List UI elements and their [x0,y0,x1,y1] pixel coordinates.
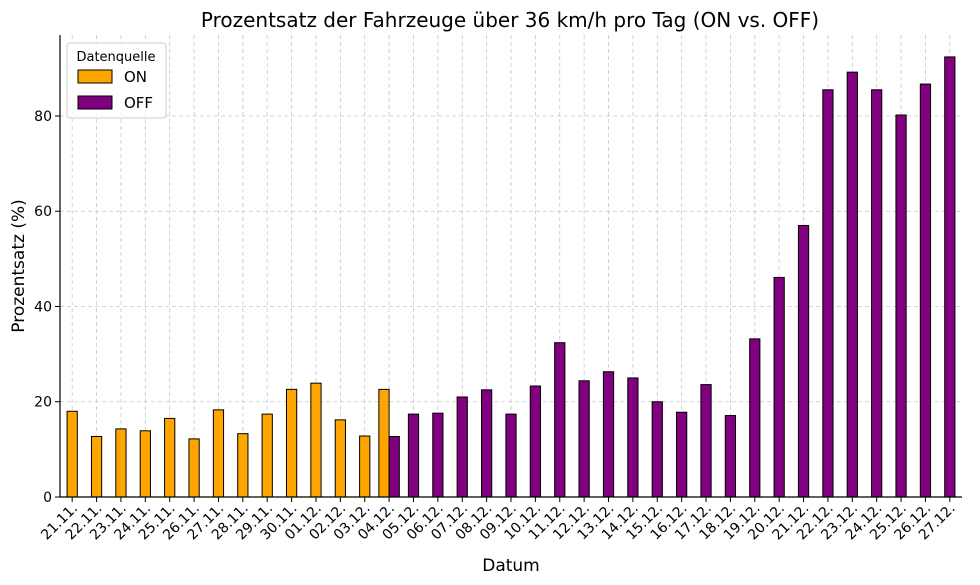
legend-swatch-on [77,69,113,84]
y-tick-label: 40 [34,299,52,315]
y-ticks: 0 20 40 60 80 [34,109,60,506]
bar-off [578,380,590,498]
y-tick-label: 80 [34,109,52,125]
bar-on [334,419,346,498]
y-tick-label: 20 [34,395,52,411]
bars [66,56,956,498]
bar-off [773,276,785,498]
bar-off [944,56,956,498]
bar-on [237,433,249,498]
bar-off [700,384,712,498]
bar-on [66,410,78,498]
bar-off [529,385,541,498]
bar-off [919,83,932,498]
legend-title: Datenquelle [76,50,155,65]
bar-off [871,89,883,498]
chart-title: Prozentsatz der Fahrzeuge über 36 km/h p… [201,8,819,32]
bar-off [651,401,663,498]
bar-on [310,382,322,498]
bar-on [378,388,390,498]
bar-on [115,428,127,498]
bar-off [388,436,400,498]
bar-on [359,435,371,498]
y-axis-label: Prozentsatz (%) [9,199,29,332]
bar-off [456,396,468,498]
legend-label-on: ON [124,68,147,86]
bar-off [749,338,761,498]
bar-off [895,114,907,498]
bar-off [724,415,737,498]
bar-off [797,225,810,498]
x-axis-label: Datum [482,556,540,576]
bar-on [285,388,298,498]
legend-label-off: OFF [124,94,153,112]
bar-off [554,342,566,498]
bar-off [432,412,444,498]
legend: Datenquelle ON OFF [66,42,167,119]
bar-off [627,377,639,498]
bar-on [212,409,225,498]
bar-off [676,411,688,498]
legend-swatch-off [77,95,113,110]
bar-off [822,89,834,498]
y-tick-label: 60 [34,204,52,220]
bar-off [602,371,615,498]
bar-on [90,436,103,498]
bar-on [139,430,151,498]
y-tick-label: 0 [43,490,52,506]
bar-off [407,413,420,498]
bar-off [505,413,517,498]
bar-off [846,71,858,498]
bar-on [188,438,200,498]
bar-on [261,413,273,498]
bar-on [164,417,176,498]
bar-off [481,389,493,498]
x-ticks: 21.11.22.11.23.11.24.11.25.11.26.11.27.1… [38,497,959,543]
